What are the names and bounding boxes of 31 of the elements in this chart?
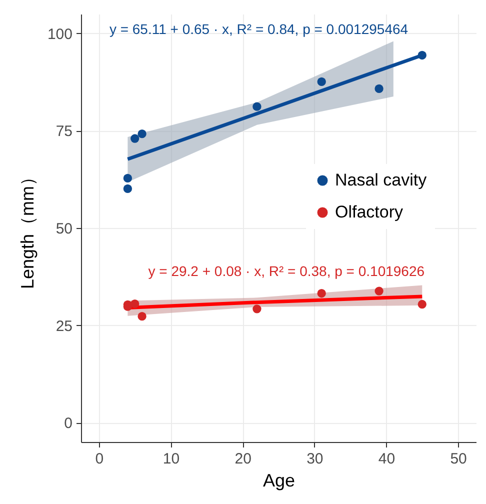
annotation: y = 29.2 + 0.08 · x, R² = 0.38, p = 0.1019626 [148,263,425,279]
point [252,304,262,314]
x-axis-title: Age [262,470,296,490]
point [138,130,146,138]
point [317,77,326,86]
point [130,300,140,308]
legend-label: Olfactory [335,202,404,222]
x-tick-label: 50 [450,450,467,468]
point [374,84,384,94]
y-tick-label: 0 [64,415,72,432]
point [130,134,140,143]
point [418,300,426,309]
annotation: y = 65.11 + 0.65 · x, R² = 0.84, p = 0.001295464 [109,21,408,37]
x-tick-label: 10 [162,450,180,468]
x-tick-label: 20 [234,450,252,468]
point [252,102,262,111]
x-tick-label: 30 [306,450,324,468]
y-tick-label: 75 [56,123,72,140]
y-tick-label: 50 [56,220,72,238]
point [317,289,326,298]
point [418,50,426,60]
y-axis-title: Length（mm） [17,168,38,290]
point [123,174,132,183]
y-tick-label: 25 [56,318,72,335]
legend-label: Nasal cavity [335,170,428,190]
y-tick-label: 100 [47,26,72,43]
point [138,312,146,321]
x-tick-label: 0 [95,450,104,468]
point [374,286,384,296]
x-tick-label: 40 [378,450,396,468]
point [123,184,132,194]
